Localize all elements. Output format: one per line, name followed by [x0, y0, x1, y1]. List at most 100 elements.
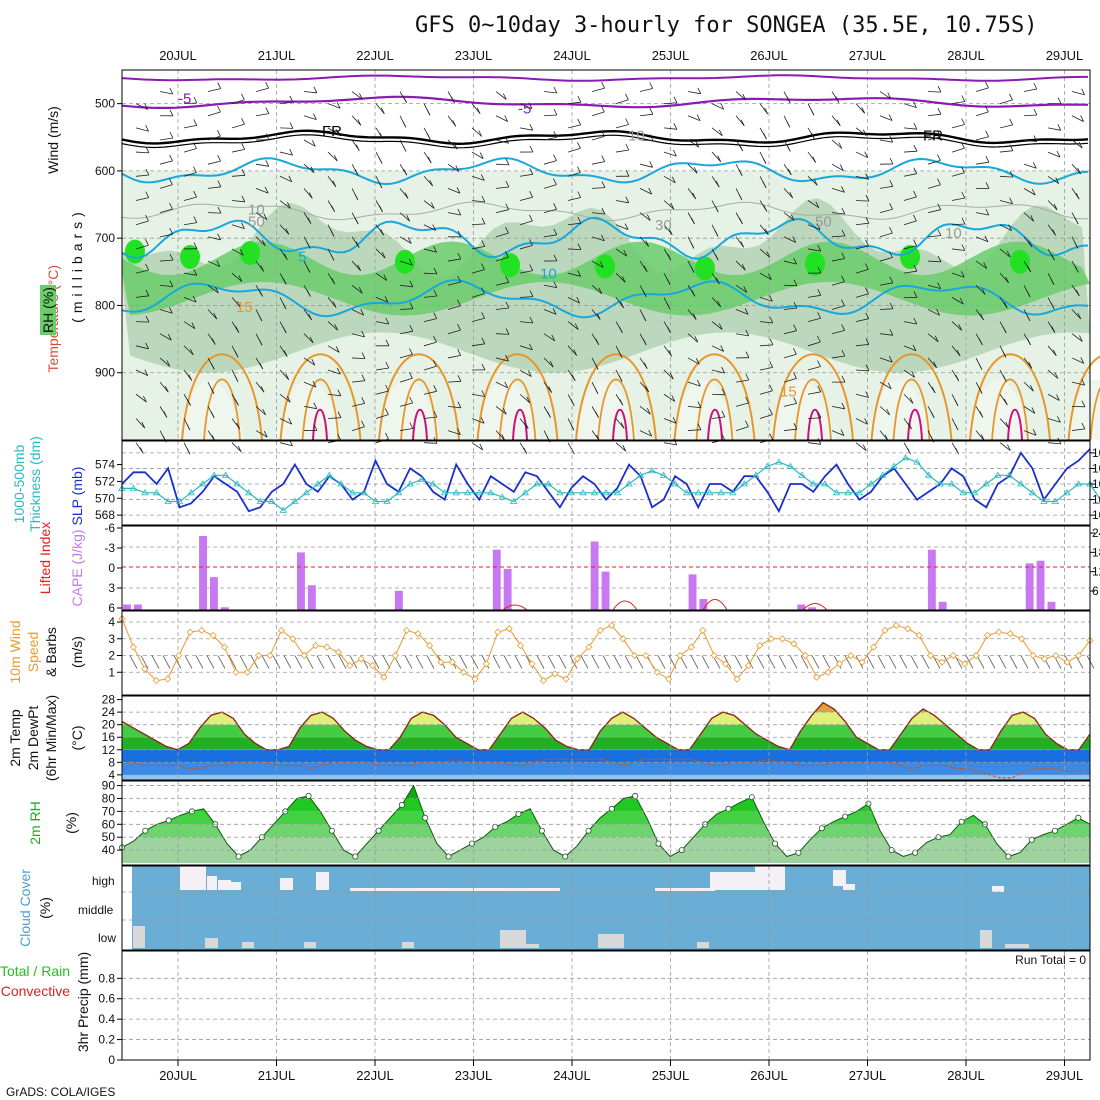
li-curve	[802, 603, 828, 611]
contour-label: 50	[815, 214, 832, 231]
wind-barb	[303, 115, 317, 120]
wind10m-label-units: (m/s)	[69, 636, 85, 668]
wind-barb-flag	[646, 214, 651, 221]
contour-line	[807, 408, 823, 441]
contour-line	[378, 353, 460, 441]
wind10m-barb	[382, 655, 391, 669]
wind-barb	[1023, 406, 1036, 414]
wind-barb	[591, 111, 605, 117]
y-tick-label: 0	[108, 1053, 115, 1067]
wind-barb-flag	[913, 291, 918, 298]
wind-barb	[303, 357, 316, 366]
wind-barb-flag	[865, 338, 870, 345]
wind-barb-flag	[887, 382, 892, 389]
wind-barb	[687, 357, 700, 365]
wind-barb	[927, 113, 941, 117]
thickness-marker	[544, 480, 553, 487]
wind-barb	[999, 418, 1010, 429]
rh2m-marker	[1052, 827, 1059, 834]
contour-label: 30	[655, 217, 672, 234]
rh2m-marker	[585, 827, 592, 834]
thickness-marker	[383, 497, 391, 504]
wind-barb-flag	[313, 402, 318, 409]
high-cloud-block	[833, 870, 846, 886]
wind-barb-flag	[145, 191, 150, 198]
y-tick-label: 28	[102, 693, 116, 707]
wind10m-barb	[734, 655, 743, 669]
contour-line	[476, 353, 559, 441]
wind-barb-flag	[889, 276, 894, 283]
wind-barb-flag	[529, 264, 534, 271]
wind-barb-flag	[625, 118, 629, 125]
date-label-bottom: 29JUL	[1046, 1068, 1084, 1083]
wind-barb-flag	[714, 230, 719, 237]
wind-barb-flag	[307, 217, 312, 224]
wind-barb	[927, 284, 941, 289]
wind-barb	[831, 281, 845, 286]
wind-barb	[687, 115, 701, 121]
wind10m-barb	[1020, 655, 1029, 669]
wind-barb	[183, 196, 197, 201]
wind10m-marker	[175, 651, 183, 660]
wind-barb-flag	[721, 366, 725, 374]
wind-barb-flag	[379, 132, 384, 140]
wind-barb-flag	[330, 230, 335, 237]
wind-barb-flag	[769, 384, 773, 391]
wind-barb	[1047, 418, 1061, 423]
wind-barb-flag	[553, 178, 557, 185]
wind-barb-flag	[239, 249, 244, 256]
wind-barb	[831, 305, 845, 310]
wind10m-barb	[591, 655, 600, 669]
contour-line	[794, 378, 832, 441]
wind10m-marker	[1040, 655, 1048, 663]
wind10m-barb	[492, 655, 501, 669]
wind-barb-flag	[671, 176, 676, 183]
wind-barb	[879, 282, 893, 286]
wind-barb-flag	[529, 343, 533, 350]
wind-barb	[471, 269, 485, 274]
wind10m-barb	[349, 655, 358, 669]
thickness-marker	[752, 471, 760, 478]
wind-barb-flag	[354, 169, 359, 176]
wind-barb	[303, 405, 317, 410]
wind10m-marker	[790, 640, 798, 648]
wind-barb-flag	[745, 373, 750, 381]
wind-barb-flag	[645, 385, 650, 392]
wind-barb-flag	[167, 333, 172, 341]
wind-barb	[663, 418, 677, 424]
y-tick-label: 20	[102, 718, 116, 732]
wind-barb-flag	[1005, 421, 1010, 429]
wind-barb-flag	[835, 96, 840, 103]
y-tick-label: -6	[104, 521, 115, 535]
wind-barb-flag	[193, 119, 198, 126]
wind10m-label-a: 10m Wind	[7, 620, 23, 683]
precip-label-b: Convective	[1, 983, 70, 999]
wind-barb	[615, 200, 629, 204]
wind-barb-flag	[645, 240, 650, 247]
wind-barb-flag	[210, 411, 215, 418]
low-cloud-block	[133, 926, 145, 948]
wind-barb-flag	[643, 362, 648, 369]
wind-barb-flag	[357, 119, 362, 126]
wind10m-barb	[965, 655, 974, 669]
wind-barb-flag	[1002, 351, 1007, 358]
wind-barb	[879, 91, 892, 100]
wind-barb-flag	[865, 263, 869, 270]
wind-barb-flag	[739, 144, 744, 152]
wind-barb	[951, 197, 965, 201]
wind-barb-flag	[457, 252, 462, 260]
wind-barb	[663, 175, 676, 184]
cape-bar	[699, 599, 708, 610]
wind10m-marker	[596, 626, 604, 634]
wind10m-marker	[528, 660, 536, 668]
wind-barb	[687, 91, 701, 95]
wind-barb-flag	[457, 428, 461, 435]
wind-barb	[951, 172, 965, 177]
wind-barb	[951, 101, 965, 105]
wind-barb-flag	[979, 411, 984, 418]
wind-barb-flag	[817, 289, 822, 296]
wind-barb-flag	[1027, 338, 1031, 346]
wind-barb-flag	[817, 312, 821, 319]
wind-barb-flag	[595, 411, 599, 418]
wind-barb-flag	[481, 363, 486, 371]
